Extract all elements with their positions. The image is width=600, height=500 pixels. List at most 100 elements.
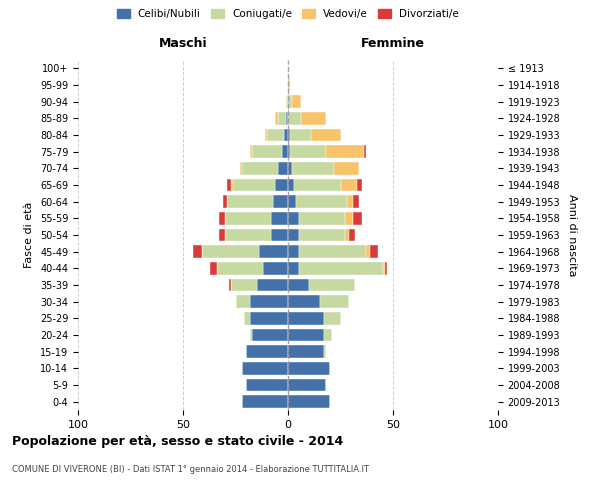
Bar <box>265 128 267 141</box>
Bar <box>288 329 324 341</box>
Bar <box>347 196 353 208</box>
Bar <box>288 162 292 174</box>
Bar <box>288 229 299 241</box>
Bar <box>288 296 320 308</box>
Bar <box>246 379 288 391</box>
Bar <box>383 262 385 274</box>
Bar <box>263 262 288 274</box>
Bar <box>225 212 271 224</box>
Bar <box>242 362 288 374</box>
Text: COMUNE DI VIVERONE (BI) - Dati ISTAT 1° gennaio 2014 - Elaborazione TUTTITALIA.I: COMUNE DI VIVERONE (BI) - Dati ISTAT 1° … <box>12 465 369 474</box>
Bar <box>288 128 290 141</box>
Bar <box>232 279 257 291</box>
Bar <box>250 312 288 324</box>
Bar <box>252 146 282 158</box>
Bar <box>275 179 288 191</box>
Y-axis label: Fasce di età: Fasce di età <box>25 202 34 268</box>
Text: Femmine: Femmine <box>361 37 425 50</box>
Bar <box>288 112 301 124</box>
Bar <box>250 296 288 308</box>
Bar <box>250 146 252 158</box>
Bar <box>218 212 225 224</box>
Bar <box>326 146 364 158</box>
Bar <box>292 162 334 174</box>
Bar <box>301 112 326 124</box>
Bar <box>299 246 366 258</box>
Bar <box>217 262 263 274</box>
Bar <box>244 312 250 324</box>
Bar <box>286 112 288 124</box>
Bar <box>223 196 227 208</box>
Bar <box>202 246 259 258</box>
Bar <box>288 79 290 92</box>
Bar <box>288 212 299 224</box>
Bar <box>290 146 326 158</box>
Text: Maschi: Maschi <box>158 37 208 50</box>
Bar <box>227 179 232 191</box>
Bar <box>299 229 344 241</box>
Bar <box>277 112 286 124</box>
Bar <box>282 146 288 158</box>
Bar <box>288 279 309 291</box>
Bar <box>250 329 252 341</box>
Bar <box>210 262 217 274</box>
Bar <box>299 262 383 274</box>
Bar <box>288 396 330 408</box>
Bar <box>292 96 301 108</box>
Bar <box>240 162 242 174</box>
Bar <box>341 179 358 191</box>
Bar <box>227 196 274 208</box>
Bar <box>311 128 341 141</box>
Bar <box>233 179 275 191</box>
Bar <box>364 146 366 158</box>
Bar <box>358 179 361 191</box>
Bar <box>242 162 277 174</box>
Bar <box>288 246 299 258</box>
Bar <box>288 379 326 391</box>
Bar <box>218 229 225 241</box>
Bar <box>353 212 361 224</box>
Bar <box>235 296 250 308</box>
Bar <box>229 279 232 291</box>
Bar <box>252 329 288 341</box>
Bar <box>370 246 379 258</box>
Bar <box>309 279 355 291</box>
Bar <box>290 128 311 141</box>
Bar <box>259 246 288 258</box>
Legend: Celibi/Nubili, Coniugati/e, Vedovi/e, Divorziati/e: Celibi/Nubili, Coniugati/e, Vedovi/e, Di… <box>113 4 463 24</box>
Bar <box>225 229 271 241</box>
Bar <box>345 212 353 224</box>
Bar <box>349 229 355 241</box>
Bar <box>242 396 288 408</box>
Bar <box>324 329 332 341</box>
Bar <box>286 96 288 108</box>
Bar <box>295 179 341 191</box>
Bar <box>353 196 359 208</box>
Y-axis label: Anni di nascita: Anni di nascita <box>567 194 577 276</box>
Bar <box>288 262 299 274</box>
Bar <box>271 229 288 241</box>
Bar <box>277 162 288 174</box>
Bar <box>257 279 288 291</box>
Text: Popolazione per età, sesso e stato civile - 2014: Popolazione per età, sesso e stato civil… <box>12 435 343 448</box>
Bar <box>288 146 290 158</box>
Bar <box>246 346 288 358</box>
Bar <box>274 196 288 208</box>
Bar <box>334 162 359 174</box>
Bar <box>385 262 387 274</box>
Bar <box>275 112 277 124</box>
Bar <box>193 246 202 258</box>
Bar <box>366 246 370 258</box>
Bar <box>320 296 349 308</box>
Bar <box>288 312 324 324</box>
Bar <box>288 346 324 358</box>
Bar <box>232 179 233 191</box>
Bar <box>324 346 326 358</box>
Bar <box>299 212 344 224</box>
Bar <box>284 128 288 141</box>
Bar <box>267 128 284 141</box>
Bar <box>288 96 292 108</box>
Bar <box>324 312 341 324</box>
Bar <box>288 179 295 191</box>
Bar <box>345 229 349 241</box>
